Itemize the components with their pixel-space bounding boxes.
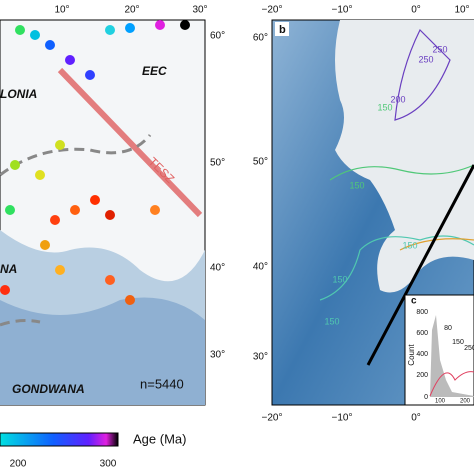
right-tick-label: 60° — [210, 31, 225, 42]
sea-deep — [0, 297, 205, 405]
colorbar-title: Age (Ma) — [133, 431, 186, 446]
contour — [394, 28, 451, 121]
y-axis-label: Count — [407, 344, 416, 366]
letter-box — [275, 22, 289, 36]
right-tick-label: 50° — [210, 158, 225, 169]
colorbar-tick: 200 — [10, 459, 27, 470]
suture — [0, 319, 41, 327]
panel-letter: b — [279, 24, 286, 36]
sample-dots — [0, 20, 190, 305]
top-tick-label: −20° — [262, 5, 283, 16]
contour-label: 150 — [402, 240, 417, 250]
bottom-tick-label: −10° — [332, 413, 353, 424]
contour-label: 150 — [324, 316, 339, 326]
region-label: NA — [0, 262, 17, 276]
colorbar: 200 300 Age (Ma) — [0, 431, 186, 470]
region-label: GONDWANA — [12, 382, 85, 396]
right-tick-label: 40° — [210, 263, 225, 274]
curve-label: 250 — [464, 345, 474, 352]
colorbar-tick: 300 — [100, 459, 117, 470]
sample-count: n=5440 — [140, 376, 184, 391]
y-tick-label: 400 — [416, 351, 428, 358]
left-tick-label: 30° — [253, 352, 268, 363]
y-tick-label: 800 — [416, 309, 428, 316]
top-tick-label: 0° — [411, 5, 421, 16]
x-tick-label: 100 — [435, 399, 446, 405]
curve-label: 150 — [452, 339, 464, 346]
left-tick-label: 50° — [253, 157, 268, 168]
y-tick-label: 200 — [416, 372, 428, 379]
top-tick-label: 20° — [124, 5, 139, 16]
colorbar-ramp — [0, 432, 119, 447]
axis-ticks: 10° 20° 30° 60° 50° 40° 30° — [54, 5, 225, 361]
contour-label: 250 — [418, 54, 433, 64]
top-tick-label: 30° — [192, 5, 207, 16]
density-curve — [429, 371, 474, 397]
top-tick-label: −10° — [332, 5, 353, 16]
region-label: EEC — [142, 64, 167, 78]
left-tick-label: 40° — [253, 262, 268, 273]
right-tick-label: 30° — [210, 350, 225, 361]
panel-a: LONIA EEC TESZ NA GONDWANA n=5440 10° 20°… — [0, 5, 225, 406]
x-tick-label: 200 — [460, 399, 471, 405]
contour-label: 250 — [432, 44, 447, 54]
contour — [329, 164, 474, 181]
contour-label: 150 — [349, 180, 364, 190]
land — [335, 20, 474, 293]
contour-labels: 250 200 250 150 150 150 150 150 — [324, 44, 447, 326]
y-tick-label: 0 — [424, 394, 428, 401]
top-tick-label: 10° — [54, 5, 69, 16]
profile-line — [366, 164, 474, 366]
curve-label: 80 — [444, 325, 452, 332]
contour-label: 150 — [377, 102, 392, 112]
left-tick-label: 60° — [253, 33, 268, 44]
axis-ticks: −20° −10° 0° 10° 60° 50° 40° 30° −20° −10° 0° — [253, 5, 470, 424]
contour-label: 200 — [390, 94, 405, 104]
region-label: LONIA — [0, 87, 37, 101]
contour-label: 150 — [332, 274, 347, 284]
y-tick-label: 600 — [416, 330, 428, 337]
bottom-tick-label: −20° — [262, 413, 283, 424]
contour — [319, 235, 474, 301]
tesz-line — [57, 67, 203, 218]
panel-letter: c — [411, 296, 417, 307]
top-tick-label: 10° — [454, 5, 469, 16]
bottom-tick-label: 0° — [411, 413, 421, 424]
